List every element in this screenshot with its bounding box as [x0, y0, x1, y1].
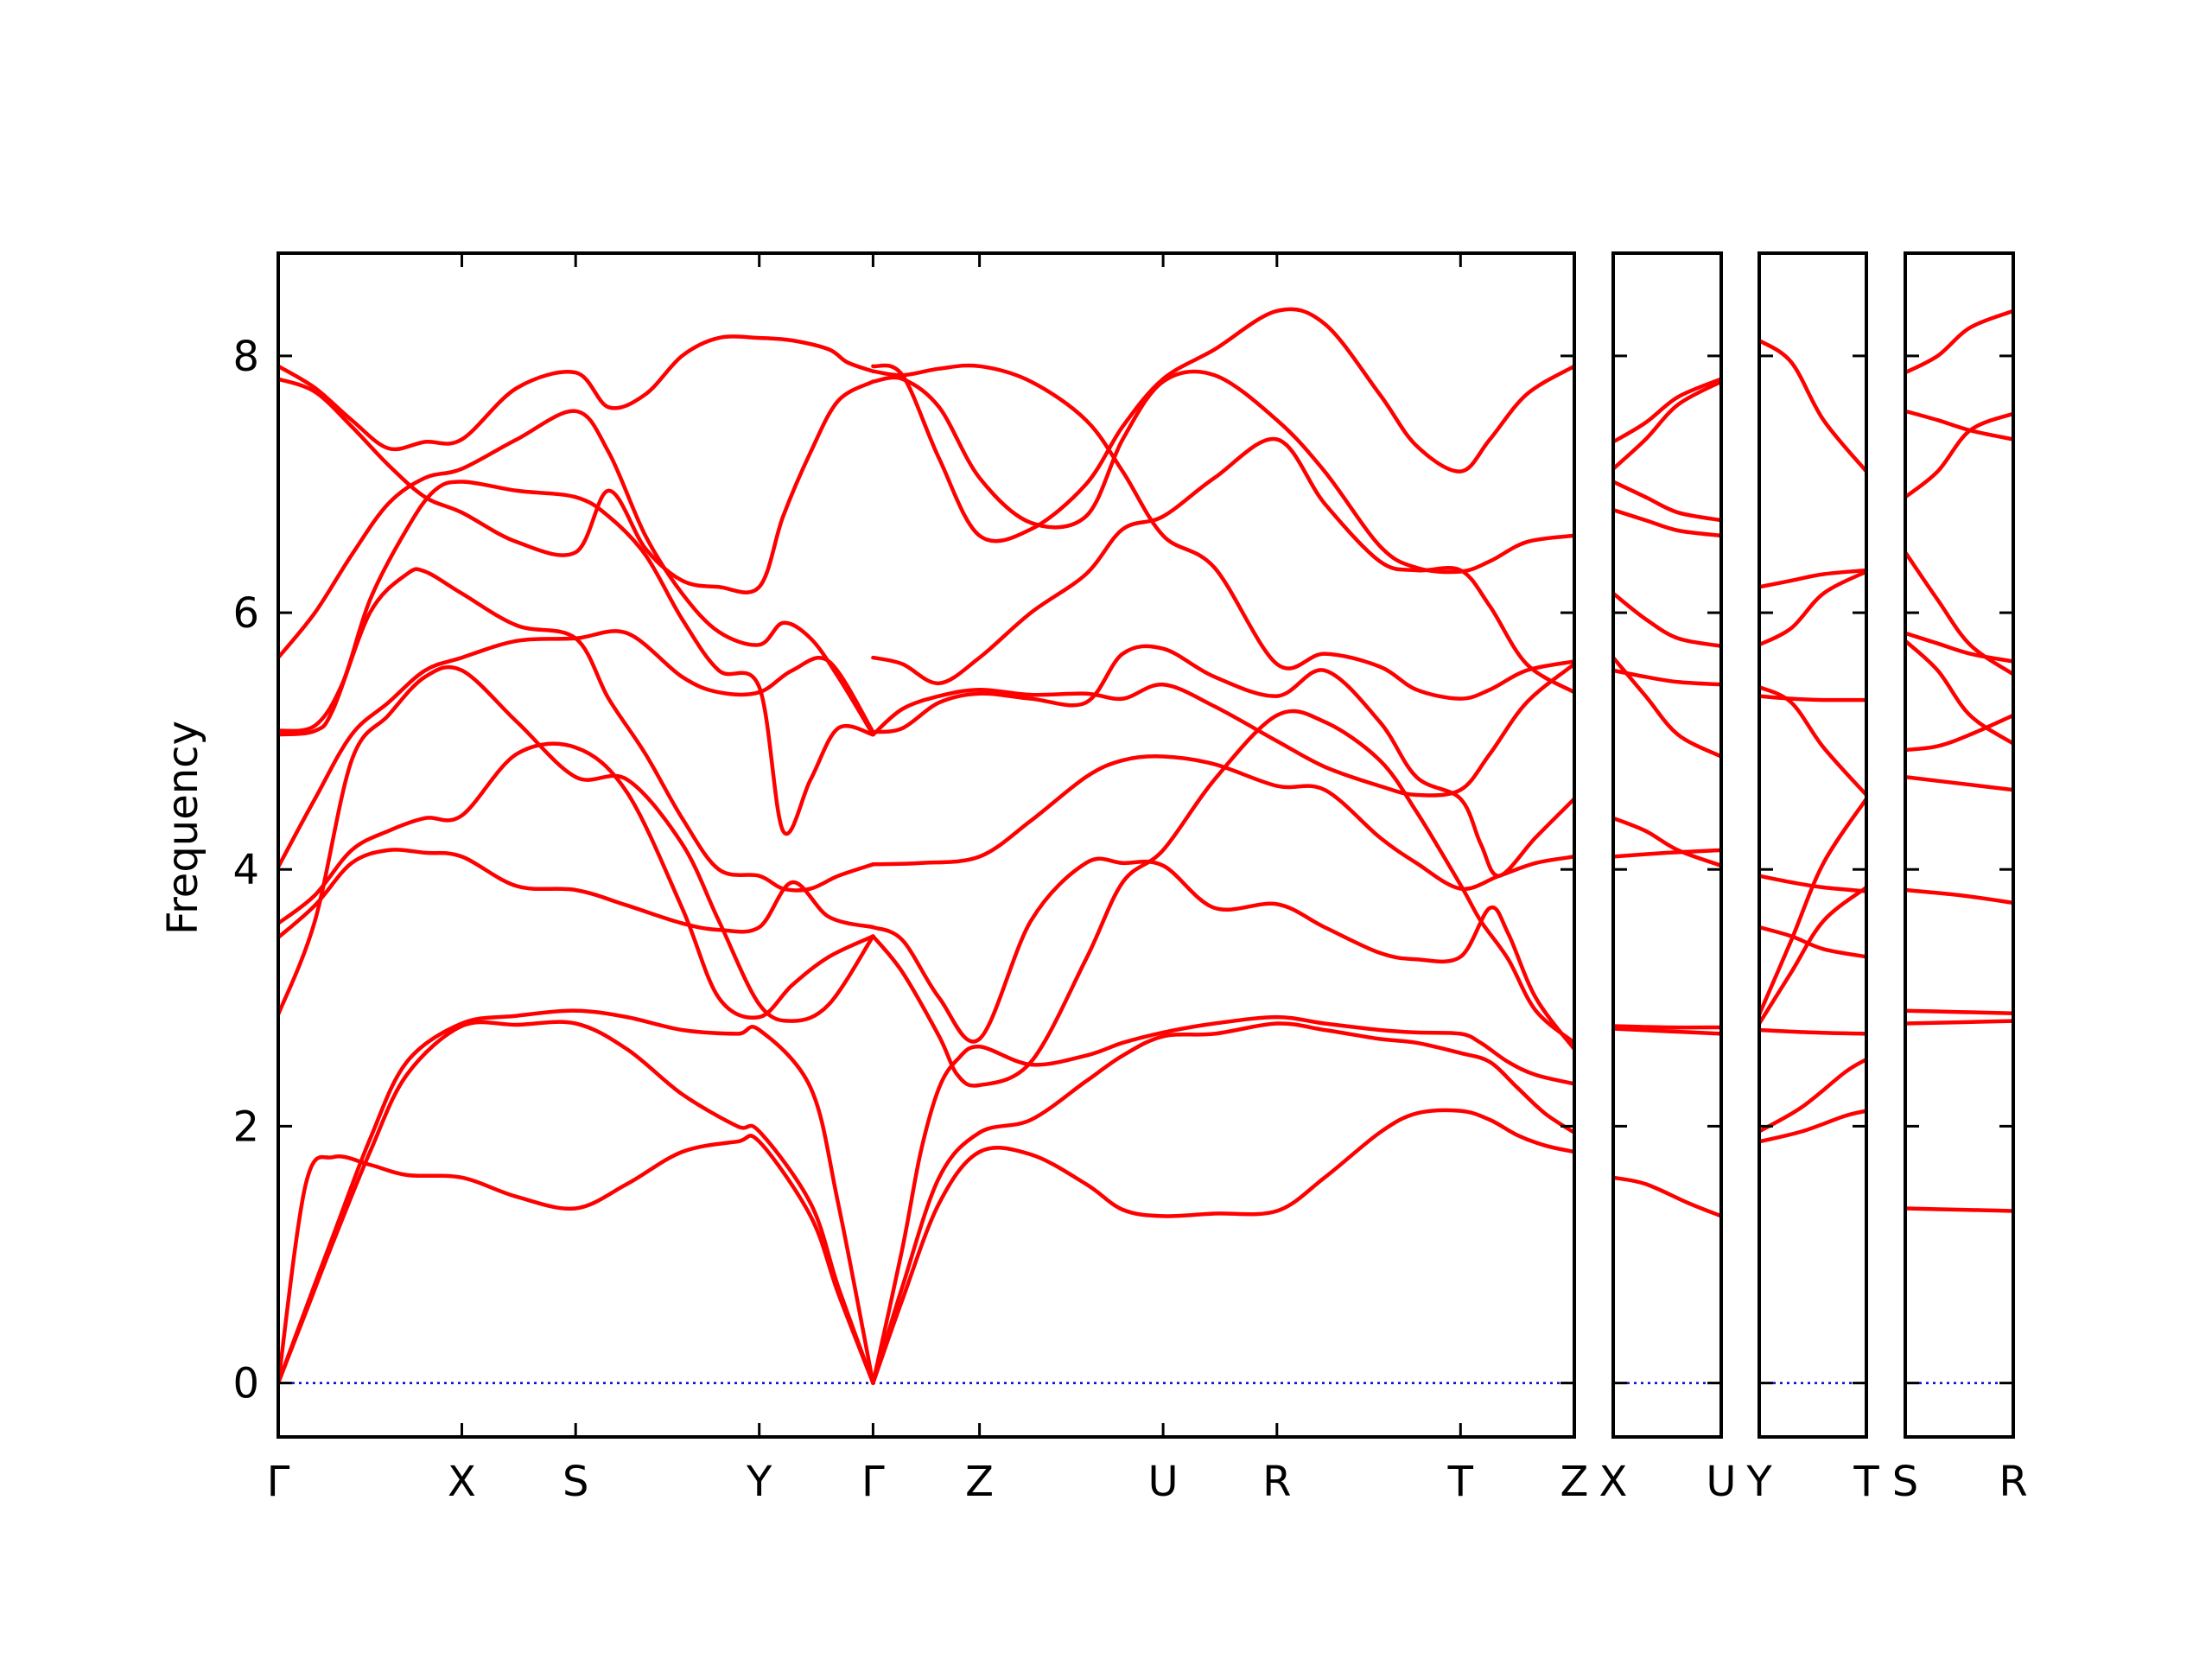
phonon-band-line [871, 1014, 1574, 1385]
phonon-band-line [278, 480, 875, 836]
phonon-band-line [278, 567, 875, 893]
x-tick-label: Z [1560, 1458, 1589, 1506]
phonon-band-line [1759, 684, 1866, 798]
panel-frame [1904, 251, 2015, 1439]
x-tick-label: Γ [861, 1458, 885, 1506]
phonon-band-line [278, 848, 875, 940]
phonon-band-line [1613, 591, 1721, 648]
phonon-band-line [1905, 1206, 2013, 1213]
panel-frame [1611, 251, 1723, 1439]
phonon-band-line [1613, 377, 1721, 444]
phonon-band-line [278, 409, 875, 737]
phonon-band-line [871, 754, 1574, 892]
phonon-band-line [871, 1108, 1574, 1385]
phonon-band-line [1759, 1027, 1866, 1036]
x-tick-label: T [1447, 1458, 1474, 1506]
y-tick-label: 4 [232, 846, 259, 894]
phonon-band-line [1759, 1057, 1866, 1134]
phonon-band-line [1905, 409, 2013, 442]
phonon-band-line [1759, 797, 1866, 1017]
phonon-band-line [1759, 885, 1866, 1026]
phonon-band-line [1759, 568, 1866, 589]
x-tick-label: Γ [267, 1458, 290, 1506]
phonon-band-line [278, 664, 875, 1023]
phonon-band-line [278, 1008, 875, 1385]
phonon-band-line [1905, 713, 2013, 753]
phonon-band-line [1759, 338, 1866, 474]
phonon-band-line [1613, 480, 1721, 523]
x-tick-label: U [1148, 1458, 1179, 1506]
y-tick-label: 0 [232, 1360, 259, 1408]
phonon-band-line [1613, 379, 1721, 471]
panel-frame [276, 251, 1576, 1439]
phonon-band-line [1905, 774, 2013, 792]
x-tick-label: U [1706, 1458, 1736, 1506]
phonon-band-line [1759, 1109, 1866, 1144]
phonon-band-line [278, 377, 875, 594]
y-tick-label: 2 [232, 1103, 259, 1151]
phonon-band-line [1905, 887, 2013, 906]
phonon-band-line [278, 334, 875, 452]
phonon-band-line [1905, 411, 2013, 499]
phonon-band-line [1613, 655, 1721, 759]
phonon-band-line [1613, 816, 1721, 868]
phonon-band-line [1905, 550, 2013, 677]
phonon-band-line [1759, 694, 1866, 702]
phonon-band-line [278, 1134, 875, 1385]
phonon-band-line [871, 856, 1574, 1052]
y-axis-label: Frequency [159, 721, 207, 935]
y-tick-label: 8 [232, 333, 259, 381]
phonon-band-line [871, 644, 1574, 878]
band-group [1613, 377, 1721, 1218]
phonon-band-line [871, 709, 1574, 1088]
phonon-band-line [871, 363, 1574, 701]
band-group [1759, 338, 1866, 1144]
x-tick-label: R [1999, 1458, 2027, 1506]
phonon-band-line [871, 662, 1574, 798]
panel-frame [1758, 251, 1868, 1439]
band-group [278, 307, 1574, 1385]
x-tick-label: S [1892, 1458, 1918, 1506]
band-group [1905, 308, 2013, 1213]
x-tick-label: R [1262, 1458, 1291, 1506]
y-axis: 0 2 4 6 8 [232, 333, 259, 1408]
phonon-band-line [1905, 308, 2013, 375]
phonon-band-line [871, 307, 1574, 543]
x-tick-label: Z [965, 1458, 994, 1506]
phonon-band-line [1759, 569, 1866, 647]
phonon-band-line [1759, 874, 1866, 893]
phonon-band-line [1613, 1024, 1721, 1030]
phonon-band-line [1613, 507, 1721, 538]
phonon-band-line [1613, 1027, 1721, 1036]
x-tick-label: T [1853, 1458, 1879, 1506]
x-tick-label: S [563, 1458, 588, 1506]
x-tick-label: Y [1745, 1458, 1772, 1506]
phonon-band-line [1613, 848, 1721, 859]
phonon-band-line [278, 1020, 875, 1385]
phonon-band-line [1759, 925, 1866, 959]
x-tick-label: Y [746, 1458, 772, 1506]
phonon-band-line [1905, 631, 2013, 664]
x-tick-label: X [1599, 1458, 1628, 1506]
y-tick-label: 6 [232, 589, 259, 638]
x-tick-label: X [448, 1458, 476, 1506]
phonon-band-line [278, 741, 875, 1020]
phonon-band-line [871, 1021, 1574, 1385]
phonon-band-line [1905, 1008, 2013, 1015]
phonon-band-line [1613, 1175, 1721, 1218]
phonon-band-line [871, 436, 1574, 695]
phonon-band-line [871, 369, 1574, 575]
phonon-band-line [1905, 1019, 2013, 1026]
phonon-band-line [1905, 639, 2013, 746]
